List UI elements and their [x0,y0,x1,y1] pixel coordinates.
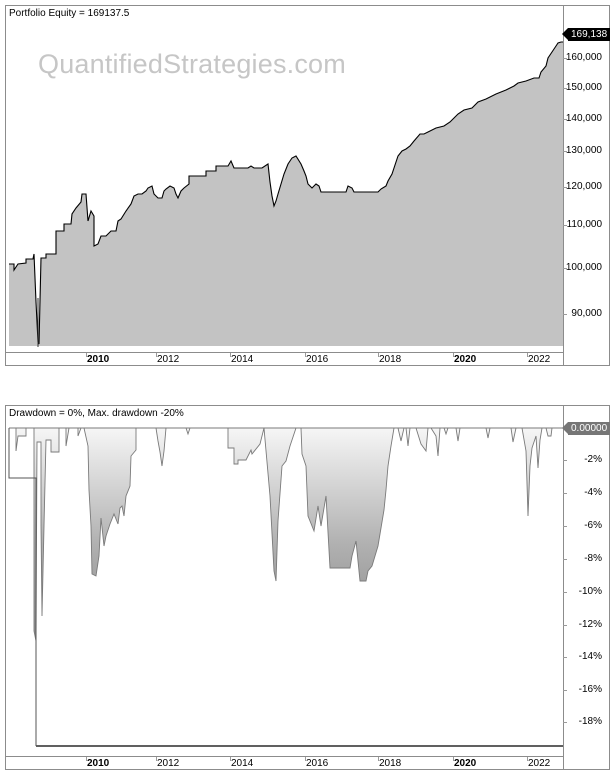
y-tick [563,151,567,152]
y-axis-label: 160,000 [565,52,602,63]
x-tick [378,757,379,761]
y-tick [563,592,567,593]
y-axis-label: -16% [578,684,602,695]
x-axis-label: 2020 [454,758,477,769]
y-tick [563,58,567,59]
drawdown-area-plot [8,427,563,747]
x-axis-label: 2018 [379,758,402,769]
y-axis-label: -8% [584,553,602,564]
y-tick [563,625,567,626]
x-tick [378,353,379,357]
y-tick [563,268,567,269]
equity-chart-panel: Portfolio Equity = 169137.5 QuantifiedSt… [5,5,611,366]
x-axis-label: 2016 [306,758,329,769]
y-tick [563,559,567,560]
equity-area [9,42,563,346]
y-axis-label: 140,000 [565,113,602,124]
y-axis-label: 90,000 [571,308,602,319]
x-axis-label: 2018 [379,354,402,365]
x-tick [527,757,528,761]
y-tick [563,225,567,226]
y-axis-divider [563,6,564,365]
y-tick [563,690,567,691]
y-axis-label: 120,000 [565,181,602,192]
y-axis-label: -12% [578,619,602,630]
y-axis-divider [563,406,564,769]
x-tick [305,353,306,357]
y-axis-label: 130,000 [565,145,602,156]
y-tick [563,657,567,658]
drawdown-title: Drawdown = 0%, Max. drawdown -20% [9,408,184,419]
y-axis-label: -6% [584,520,602,531]
x-tick [156,353,157,357]
x-axis-label: 2022 [528,758,551,769]
x-tick [86,353,87,357]
y-axis-label: -2% [584,454,602,465]
x-tick [305,757,306,761]
x-tick [527,353,528,357]
x-axis-label: 2010 [87,354,110,365]
y-axis-label: 100,000 [565,262,602,273]
x-tick [230,353,231,357]
x-axis-label: 2012 [157,758,180,769]
x-axis-label: 2020 [454,354,477,365]
y-axis-label: 110,000 [566,219,602,230]
equity-x-axis: 2010 2012 2014 2016 2018 2020 2022 [6,352,563,366]
equity-title: Portfolio Equity = 169137.5 [9,8,130,19]
equity-area-plot [9,41,563,347]
x-axis-label: 2010 [87,758,110,769]
x-axis-label: 2014 [231,354,254,365]
x-axis-label: 2014 [231,758,254,769]
y-axis-label: -4% [584,487,602,498]
watermark-text: QuantifiedStrategies.com [38,49,346,79]
y-tick [563,493,567,494]
drawdown-last-value-tag: 0.00000 [561,422,611,435]
drawdown-chart-panel: Drawdown = 0%, Max. drawdown -20% 0.0000… [5,405,611,770]
x-tick [453,353,454,357]
drawdown-x-axis: 2010 2012 2014 2016 2018 2020 2022 [6,756,563,770]
y-tick [563,314,567,315]
y-tick [563,187,567,188]
x-tick [230,757,231,761]
x-axis-label: 2016 [306,354,329,365]
x-tick [86,757,87,761]
y-axis-label: -10% [578,586,602,597]
y-axis-label: -14% [578,651,602,662]
y-tick [563,460,567,461]
y-axis-label: -18% [578,716,602,727]
drawdown-area [9,427,563,642]
drawdown-initial-step [8,428,37,746]
equity-line [9,41,563,345]
x-tick [453,757,454,761]
x-axis-label: 2022 [528,354,551,365]
y-axis-label: 150,000 [565,82,602,93]
y-tick [563,88,567,89]
x-axis-label: 2012 [157,354,180,365]
x-tick [156,757,157,761]
y-tick [563,722,567,723]
y-tick [563,526,567,527]
equity-last-value-tag: 169,138 [561,28,611,41]
y-tick [563,119,567,120]
